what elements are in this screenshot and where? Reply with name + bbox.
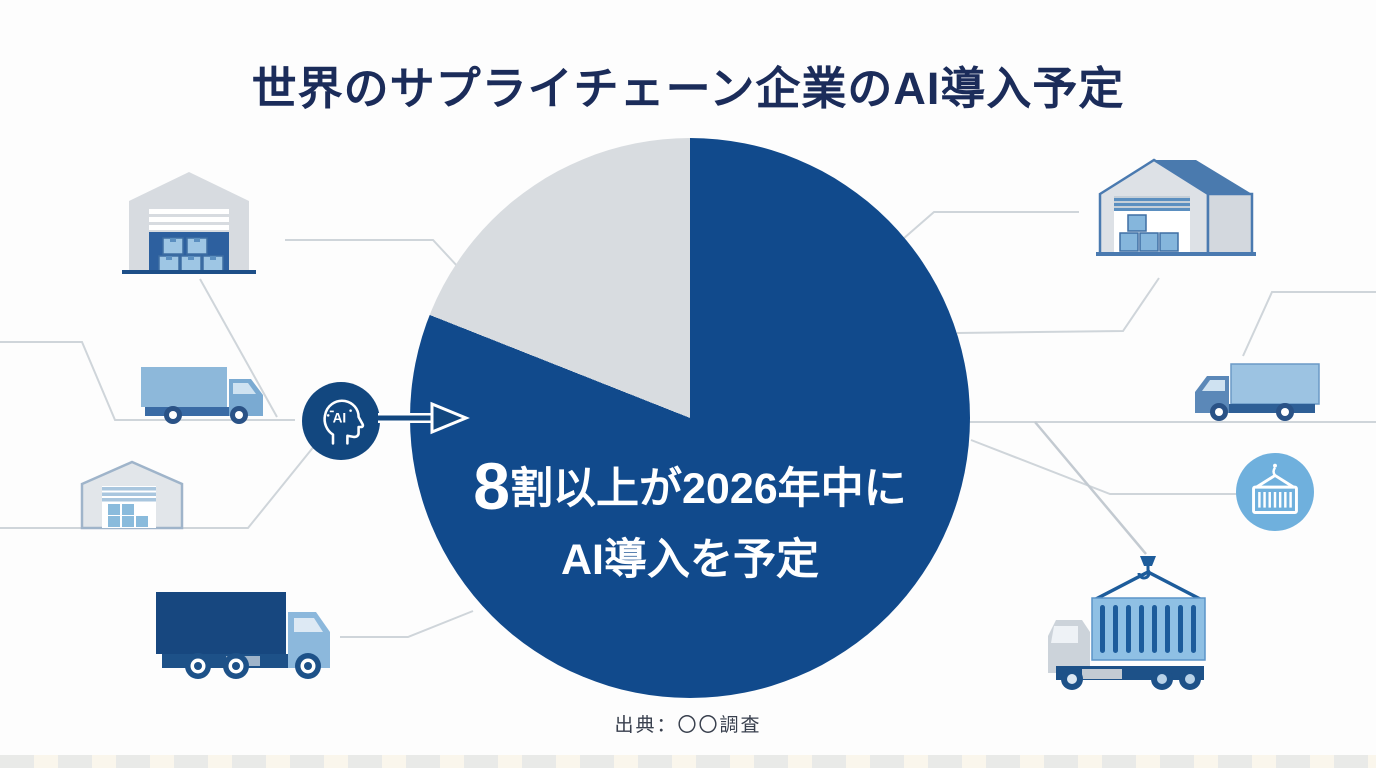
small-warehouse-icon — [80, 460, 184, 530]
pie-label-line2: AI導入を予定 — [561, 536, 819, 585]
bottom-strip — [0, 755, 1376, 768]
pie-chart — [410, 138, 970, 698]
arrow-right-icon — [378, 401, 470, 435]
pie-center-label: 8割以上が2026年中に AI導入を予定 — [410, 442, 970, 589]
page-title: 世界のサプライチェーン企業のAI導入予定 — [251, 63, 1125, 114]
warehouse-3d-icon — [1096, 158, 1256, 256]
truck-right-icon — [141, 367, 263, 424]
pie-label-line1: 8割以上が2026年中に — [473, 449, 907, 523]
source-note: 出典：〇〇調査 — [614, 715, 762, 736]
ai-head-icon: AI — [302, 382, 380, 460]
container-hook-circle-icon — [1236, 453, 1314, 531]
warehouse-boxes-icon — [122, 172, 256, 274]
container-truck-crane-icon — [1048, 556, 1206, 690]
truck-left-icon — [1195, 363, 1320, 421]
big-truck-icon — [156, 592, 330, 679]
ai-badge-label: AI — [333, 411, 347, 426]
